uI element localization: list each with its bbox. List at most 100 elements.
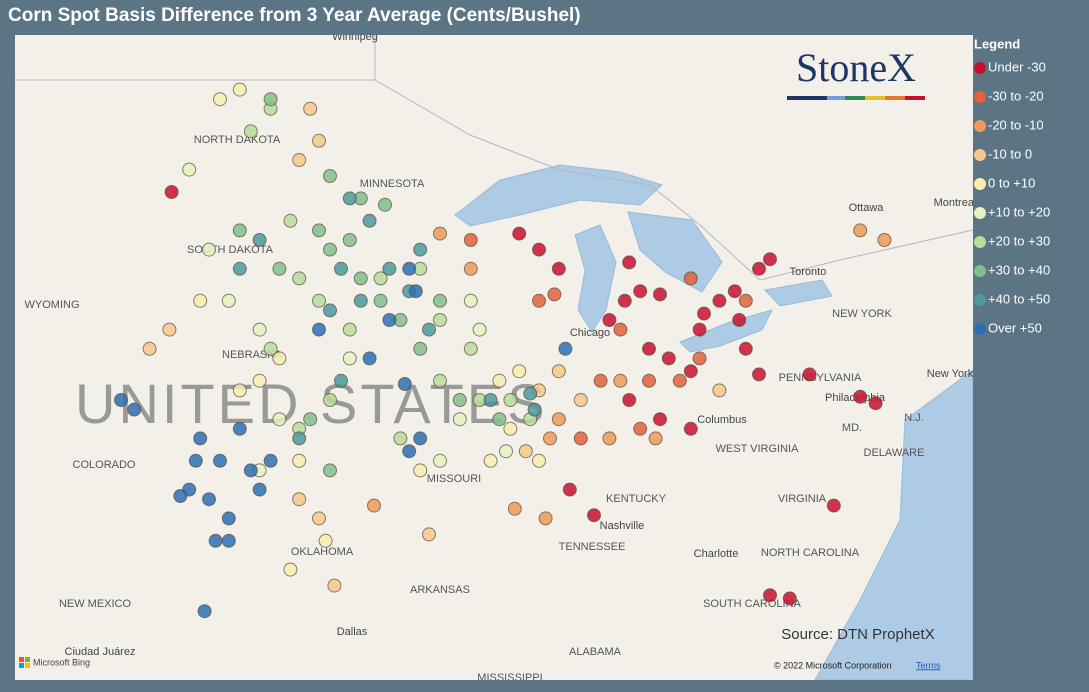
point [527, 402, 542, 417]
point [463, 233, 478, 247]
point [342, 351, 357, 366]
point [752, 261, 766, 276]
point [602, 313, 617, 327]
point [303, 101, 318, 116]
point [782, 591, 797, 606]
point [683, 271, 698, 286]
place-label: N.J. [904, 412, 924, 424]
point [672, 373, 687, 388]
point [697, 306, 711, 321]
point [292, 453, 307, 468]
point [213, 92, 227, 107]
legend-swatch [974, 149, 986, 161]
copyright: © 2022 Microsoft Corporation [774, 660, 892, 670]
legend-label: Under -30 [988, 59, 1046, 74]
place-label: Ottawa [849, 202, 885, 214]
point [323, 303, 337, 318]
point [362, 351, 377, 366]
point [243, 124, 258, 139]
point [263, 341, 278, 356]
point [543, 431, 557, 446]
point [283, 213, 298, 228]
point [373, 271, 388, 286]
point [292, 153, 307, 167]
legend-label: -30 to -20 [988, 88, 1044, 103]
point [463, 293, 478, 308]
place-label: KENTUCKY [606, 493, 667, 505]
point [232, 383, 247, 398]
point [532, 242, 546, 257]
place-label: OKLAHOMA [291, 546, 354, 558]
point [252, 233, 267, 247]
point [353, 271, 368, 286]
point [402, 261, 417, 276]
place-label: Toronto [790, 266, 827, 278]
point [213, 453, 227, 468]
point [622, 393, 637, 407]
point [142, 341, 157, 356]
point [173, 489, 188, 503]
point [853, 389, 868, 404]
point [433, 453, 447, 468]
legend-label: -10 to 0 [988, 146, 1032, 161]
point [727, 284, 742, 299]
point [593, 373, 608, 388]
point [499, 444, 513, 459]
legend-swatch [974, 120, 986, 132]
map: Winnipeg NORTH DAKOTA SOUTH DAKOTA MINNE… [15, 35, 973, 684]
place-label: Nashville [600, 520, 645, 532]
legend-swatch [974, 294, 986, 306]
point [263, 453, 278, 468]
point [312, 133, 326, 148]
place-label: MISSISSIPPI [477, 672, 542, 684]
place-label: DELAWARE [864, 447, 925, 459]
point [692, 322, 707, 337]
place-label: NORTH DAKOTA [194, 134, 281, 146]
legend-label: +30 to +40 [988, 262, 1050, 277]
point [463, 341, 478, 356]
point [312, 223, 326, 238]
point [378, 197, 392, 212]
point [221, 293, 236, 308]
point [283, 562, 298, 577]
point [877, 233, 892, 247]
point [868, 396, 883, 411]
place-label: Ciudad Juárez [65, 646, 136, 658]
point [692, 351, 707, 366]
point [573, 393, 588, 407]
point [802, 367, 817, 382]
point [292, 271, 307, 286]
legend-swatch [974, 178, 986, 190]
place-label: WYOMING [25, 299, 80, 311]
source: Source: DTN ProphetX [781, 626, 934, 643]
point [382, 313, 397, 327]
point [532, 453, 546, 468]
point [292, 492, 307, 507]
point [422, 322, 436, 337]
point [617, 293, 632, 308]
place-label: ARKANSAS [410, 584, 470, 596]
point [232, 223, 247, 238]
point [232, 82, 247, 97]
point [397, 377, 412, 391]
point [362, 213, 377, 228]
point [648, 431, 663, 446]
legend-swatch [974, 265, 986, 277]
point [312, 322, 326, 337]
point [558, 341, 573, 356]
place-label: VIRGINIA [778, 493, 827, 505]
point [202, 242, 216, 257]
water [454, 164, 973, 680]
point [402, 444, 417, 459]
point [738, 293, 753, 308]
point [164, 185, 179, 199]
point [221, 533, 236, 548]
point [826, 498, 841, 513]
point [503, 393, 518, 407]
terms-link[interactable]: Terms [916, 660, 941, 670]
legend: Under -30 -30 to -20 -20 to -10 -10 to 0 0 t… [974, 59, 1050, 335]
point [562, 482, 577, 497]
point [323, 463, 337, 478]
point [312, 293, 326, 308]
